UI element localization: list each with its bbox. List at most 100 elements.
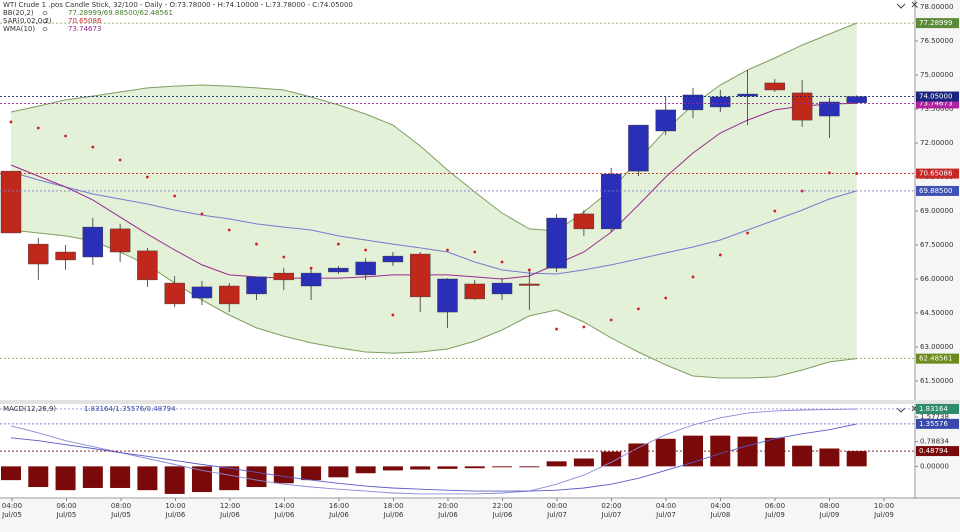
sar-dot <box>91 145 95 149</box>
x-tick-time: 16:00 <box>329 502 349 510</box>
x-tick-date: Jul/07 <box>655 511 676 519</box>
sar-dot <box>718 253 722 257</box>
x-tick-date: Jul/06 <box>328 511 349 519</box>
last-value-label: 73.74673 <box>919 99 952 107</box>
legend-icons[interactable] <box>42 11 48 15</box>
candle-body <box>682 94 704 111</box>
candle-body <box>273 272 294 281</box>
x-tick-time: 18:00 <box>383 502 403 510</box>
x-tick-time: 08:00 <box>111 502 131 510</box>
sar-dot <box>9 120 13 124</box>
sar-dot <box>200 212 204 216</box>
indicator-line <box>10 171 857 275</box>
y-tick-label: 64.50000 <box>920 309 953 317</box>
candle-body <box>437 278 458 313</box>
last-value-label: 74.05000 <box>919 93 952 101</box>
x-tick-date: Jul/06 <box>492 511 513 519</box>
macd-histogram-bar <box>410 466 431 470</box>
x-tick-time: 02:00 <box>601 502 621 510</box>
x-tick-time: 04:00 <box>710 502 730 510</box>
macd-histogram-bar <box>546 461 567 467</box>
macd-histogram-bar <box>164 466 185 494</box>
candle-body <box>246 276 267 295</box>
candle-body <box>819 101 840 117</box>
macd-histogram-bar <box>382 466 403 471</box>
candle-body <box>464 283 485 300</box>
sar-dot <box>391 313 395 317</box>
candle-body <box>28 243 49 265</box>
window-buttons[interactable] <box>896 1 918 413</box>
y-tick-label: 78.00000 <box>920 3 953 11</box>
x-tick-date: Jul/09 <box>873 511 894 519</box>
x-tick-date: Jul/06 <box>219 511 240 519</box>
sar-dot <box>173 194 177 198</box>
sar-dot <box>773 209 777 213</box>
x-tick-date: Jul/06 <box>383 511 404 519</box>
x-tick-date: Jul/09 <box>764 511 785 519</box>
sar-dot <box>800 189 804 193</box>
candle-body <box>519 283 540 286</box>
candle-body <box>355 261 376 276</box>
last-value-box <box>916 418 959 429</box>
candle-body <box>846 96 867 103</box>
legend-name: SAR(0.02,0.2) <box>3 17 52 25</box>
last-value-label: 1.35576 <box>919 420 948 428</box>
macd-histogram-bar <box>437 466 458 469</box>
x-tick-date: Jul/09 <box>819 511 840 519</box>
candle-body <box>764 82 786 91</box>
sar-dot <box>255 242 258 246</box>
macd-histogram-bar <box>55 466 76 491</box>
macd-histogram-bar <box>219 466 240 491</box>
candle-body <box>300 272 322 287</box>
x-tick-date: Jul/05 <box>1 511 22 519</box>
macd-histogram-bar <box>273 466 294 484</box>
x-tick-time: 20:00 <box>438 502 458 510</box>
sar-dot <box>500 260 504 264</box>
sar-dot <box>446 248 449 252</box>
sar-dot <box>309 266 313 270</box>
legend-icons[interactable] <box>42 27 48 31</box>
last-value-label: 70.65086 <box>919 170 953 178</box>
macd-histogram-bar <box>819 448 840 467</box>
y-tick-label: 76.50000 <box>920 37 953 45</box>
candle-body <box>710 96 731 108</box>
sar-dot <box>64 134 67 138</box>
macd-histogram-bar <box>137 466 158 491</box>
candle-body <box>737 93 758 97</box>
macd-histogram-bar <box>464 466 485 469</box>
sar-dot <box>282 255 286 259</box>
macd-line <box>10 408 857 495</box>
candle-body <box>410 253 431 298</box>
candle-body <box>191 286 213 299</box>
macd-histogram-bar <box>628 443 649 467</box>
y-tick-label: 61.50000 <box>920 377 953 385</box>
pane-splitter[interactable] <box>0 400 960 404</box>
sar-dot <box>336 242 340 246</box>
sar-dot <box>227 228 231 232</box>
candle-body <box>628 124 649 172</box>
macd-histogram-bar <box>246 466 267 488</box>
macd-values: 1.83164/1.35576/0.48794 <box>84 405 176 413</box>
legend-icons[interactable] <box>42 19 48 23</box>
macd-histogram-bar <box>519 466 540 468</box>
last-value-label: 1.83164 <box>919 405 948 413</box>
y-tick-label: 0.00000 <box>920 462 949 470</box>
candle-body <box>573 213 595 230</box>
x-tick-time: 04:00 <box>656 502 676 510</box>
macd-line <box>10 423 857 492</box>
candle-body <box>219 285 240 305</box>
macd-histogram-bar <box>328 466 349 478</box>
last-value-label: 62.48561 <box>919 355 952 363</box>
legend-value: 77.28999/69.88500/62.48561 <box>68 9 173 17</box>
pane-controls[interactable] <box>896 1 918 413</box>
sar-dot <box>746 231 749 235</box>
legend-name: WMA(10) <box>3 25 35 33</box>
y-tick-label: 67.50000 <box>920 241 953 249</box>
x-tick-time: 06:00 <box>765 502 785 510</box>
candle-body <box>82 226 104 258</box>
x-tick-date: Jul/07 <box>546 511 567 519</box>
x-tick-time: 04:00 <box>2 502 22 510</box>
last-value-label: 69.88500 <box>919 187 952 195</box>
last-value-box <box>916 185 959 196</box>
candle-body <box>382 255 404 263</box>
